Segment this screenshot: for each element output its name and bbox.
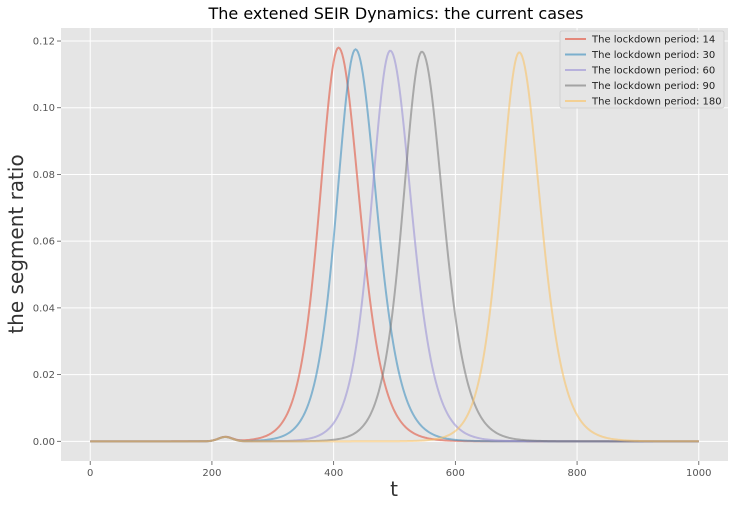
y-axis-label: the segment ratio bbox=[4, 154, 28, 333]
y-tick-label: 0.04 bbox=[33, 303, 55, 314]
x-tick-label: 400 bbox=[324, 468, 343, 479]
legend-entry: The lockdown period: 60 bbox=[591, 66, 715, 77]
chart-title: The extened SEIR Dynamics: the current c… bbox=[207, 4, 583, 23]
series-lines bbox=[90, 46, 699, 443]
y-tick-label: 0.08 bbox=[33, 170, 55, 181]
x-tick-label: 1000 bbox=[686, 468, 711, 479]
tick-labels: 0 200 400 600 800 1000 0.00 0.02 0.04 0.06 0.08 0.1… bbox=[33, 37, 712, 479]
y-tick-label: 0.02 bbox=[33, 370, 55, 381]
x-tick-label: 200 bbox=[202, 468, 221, 479]
legend-entry: The lockdown period: 14 bbox=[591, 35, 715, 46]
y-tick-label: 0.06 bbox=[33, 237, 55, 248]
legend-box bbox=[559, 30, 725, 109]
legend-entry: The lockdown period: 90 bbox=[591, 81, 715, 92]
y-tick-label: 0.12 bbox=[33, 37, 55, 48]
x-tick-label: 0 bbox=[87, 468, 93, 479]
y-tick-label: 0.00 bbox=[33, 437, 55, 448]
x-axis-label: t bbox=[390, 477, 398, 501]
legend: The lockdown period: 14 The lockdown peri… bbox=[559, 30, 725, 109]
series-line-5 bbox=[90, 51, 699, 443]
y-tick-label: 0.10 bbox=[33, 103, 55, 114]
legend-entry: The lockdown period: 180 bbox=[591, 97, 722, 108]
x-tick-label: 800 bbox=[568, 468, 587, 479]
legend-entry: The lockdown period: 30 bbox=[591, 50, 715, 61]
x-tick-label: 600 bbox=[446, 468, 465, 479]
